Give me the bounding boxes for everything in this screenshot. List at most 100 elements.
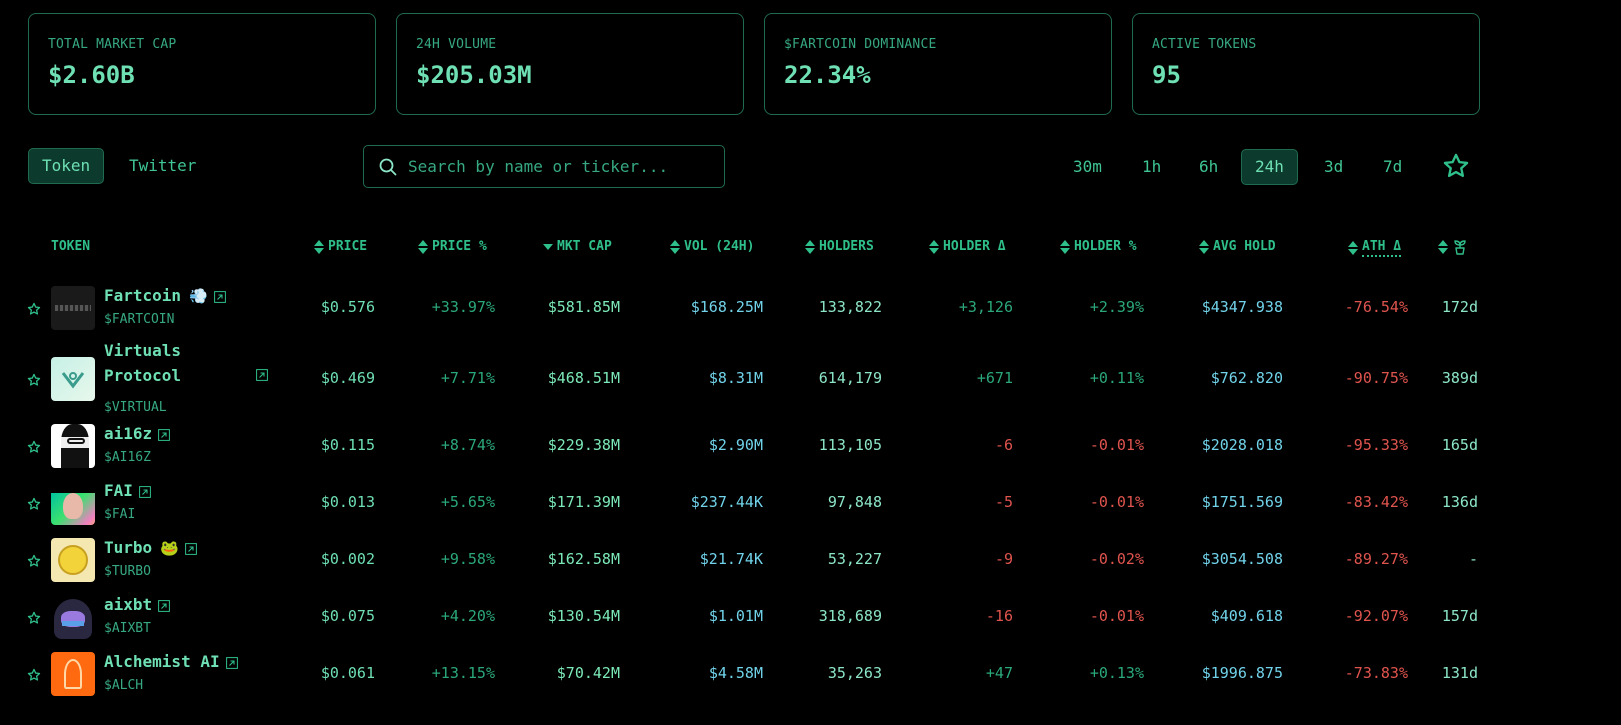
cell-mcap: $468.51M (547, 368, 620, 387)
cell-holder-pct: -0.02% (1089, 550, 1144, 568)
col-ath-delta[interactable]: ATH Δ (1348, 239, 1402, 257)
favorite-star-icon[interactable] (27, 372, 41, 386)
token-name[interactable]: FAI (104, 478, 151, 503)
cell-mcap: $70.42M (556, 664, 620, 682)
table-row[interactable]: Turbo 🐸 $TURBO $0.002 +9.58% $162.58M $21.74K 5… (0, 534, 1621, 586)
favorite-star-icon[interactable] (27, 667, 41, 681)
cell-price: $0.576 (320, 298, 375, 316)
cell-avg-hold: $762.820 (1210, 368, 1283, 387)
timeframe-24h[interactable]: 24h (1241, 149, 1298, 185)
token-ticker: $ALCH (104, 678, 144, 693)
table-row[interactable]: FAI $FAI $0.013 +5.65% $171.39M $237.44K 97,84… (0, 477, 1621, 529)
token-logo (51, 595, 95, 639)
favorite-star-icon[interactable] (27, 610, 41, 624)
cell-holder-delta: -6 (994, 436, 1013, 454)
col-holder-delta[interactable]: HOLDER Δ (929, 239, 1006, 254)
cell-price: $0.469 (320, 368, 375, 387)
col-holder-pct[interactable]: HOLDER % (1060, 239, 1137, 254)
col-age[interactable] (1438, 239, 1468, 255)
cell-price-pct: +33.97% (431, 298, 495, 316)
timeframe-1h[interactable]: 1h (1142, 157, 1162, 176)
cell-ath-delta: -92.07% (1344, 607, 1408, 625)
cell-holders: 614,179 (818, 368, 882, 387)
cell-holder-delta: +47 (985, 664, 1013, 682)
token-name[interactable]: Turbo 🐸 (104, 535, 197, 561)
col-label: AVG HOLD (1213, 239, 1276, 254)
cell-vol: $21.74K (699, 550, 763, 568)
cell-vol: $1.01M (708, 607, 763, 625)
external-link-icon[interactable] (139, 485, 151, 498)
token-badge-icon: 💨 (189, 287, 208, 305)
col-price[interactable]: PRICE (314, 239, 367, 254)
token-badge-icon: 🐸 (160, 539, 179, 557)
favorite-star-icon[interactable] (27, 301, 41, 315)
sort-icon (1199, 239, 1209, 254)
cell-holders: 113,105 (818, 436, 882, 454)
col-label: HOLDER % (1074, 239, 1137, 254)
col-price-pct[interactable]: PRICE % (418, 239, 487, 254)
col-volume[interactable]: VOL (24H) (670, 239, 754, 254)
tab-twitter[interactable]: Twitter (129, 156, 197, 175)
timeframe-6h[interactable]: 6h (1199, 157, 1219, 176)
timeframe-3d[interactable]: 3d (1324, 157, 1344, 176)
external-link-icon[interactable] (184, 542, 197, 555)
table-row[interactable]: Alchemist AI $ALCH $0.061 +13.15% $70.42M $4.… (0, 648, 1621, 700)
favorite-star-icon[interactable] (27, 553, 41, 567)
favorite-star-icon[interactable] (27, 496, 41, 510)
token-name[interactable]: aixbt (104, 592, 171, 617)
search-box[interactable] (363, 145, 725, 188)
cell-price: $0.013 (320, 493, 375, 511)
token-name[interactable]: Virtuals Protocol (104, 341, 182, 385)
token-ticker: $AIXBT (104, 621, 151, 636)
col-label: HOLDER Δ (943, 239, 1006, 254)
col-holders[interactable]: HOLDERS (805, 239, 874, 254)
stat-card-active-tokens: ACTIVE TOKENS 95 (1132, 13, 1480, 115)
stat-label: $FARTCOIN DOMINANCE (784, 37, 937, 52)
external-link-icon[interactable] (213, 290, 226, 303)
col-mkt-cap[interactable]: MKT CAP (543, 239, 612, 254)
table-row[interactable]: Virtuals Protocol $VIRTUAL $0.469 +7.71% $468… (0, 341, 1621, 416)
search-input[interactable] (408, 157, 708, 176)
token-ticker: $TURBO (104, 564, 151, 579)
external-link-icon[interactable] (158, 428, 171, 441)
cell-holder-pct: -0.01% (1089, 607, 1144, 625)
sort-icon (1060, 239, 1070, 254)
external-link-icon[interactable] (256, 369, 268, 381)
cell-mcap: $171.39M (547, 493, 620, 511)
token-logo (51, 481, 95, 525)
cell-mcap: $162.58M (547, 550, 620, 568)
table-row[interactable]: aixbt $AIXBT $0.075 +4.20% $130.54M $1.01M 318… (0, 591, 1621, 643)
token-name[interactable]: Alchemist AI (104, 649, 238, 674)
col-avg-hold[interactable]: AVG HOLD (1199, 239, 1276, 254)
cell-mcap: $130.54M (547, 607, 620, 625)
stat-card-market-cap: TOTAL MARKET CAP $2.60B (28, 13, 376, 115)
tab-token[interactable]: Token (28, 148, 105, 184)
token-name[interactable]: Fartcoin 💨 (104, 283, 226, 309)
cell-ath-delta: -89.27% (1344, 550, 1408, 568)
token-name[interactable]: ai16z (104, 421, 171, 446)
cell-mcap: $229.38M (547, 436, 620, 454)
external-link-icon[interactable] (158, 599, 171, 612)
table-row[interactable]: Fartcoin 💨 $FARTCOIN $0.576 +33.97% $581.85M $… (0, 282, 1621, 334)
token-logo (51, 286, 95, 330)
favorite-star-icon[interactable] (27, 439, 41, 453)
cell-ath-delta: -95.33% (1344, 436, 1408, 454)
table-row[interactable]: ai16z $AI16Z $0.115 +8.74% $229.38M $2.90M 113… (0, 420, 1621, 472)
col-token[interactable]: TOKEN (51, 239, 90, 254)
timeframe-30m[interactable]: 30m (1073, 157, 1102, 176)
favorites-star-icon[interactable] (1442, 152, 1470, 180)
cell-vol: $4.58M (708, 664, 763, 682)
cell-vol: $8.31M (708, 368, 763, 387)
cell-avg-hold: $1996.875 (1201, 664, 1283, 682)
external-link-icon[interactable] (225, 656, 238, 669)
cell-price: $0.075 (320, 607, 375, 625)
sort-icon (314, 239, 324, 254)
cell-avg-hold: $4347.938 (1201, 298, 1283, 316)
cell-holder-delta: -9 (994, 550, 1013, 568)
cell-vol: $168.25M (690, 298, 763, 316)
cell-holder-pct: +0.11% (1089, 368, 1144, 387)
col-label: PRICE (328, 239, 368, 254)
cell-ath-delta: -90.75% (1344, 368, 1408, 387)
timeframe-7d[interactable]: 7d (1383, 157, 1403, 176)
col-label: VOL (24H) (684, 239, 755, 254)
